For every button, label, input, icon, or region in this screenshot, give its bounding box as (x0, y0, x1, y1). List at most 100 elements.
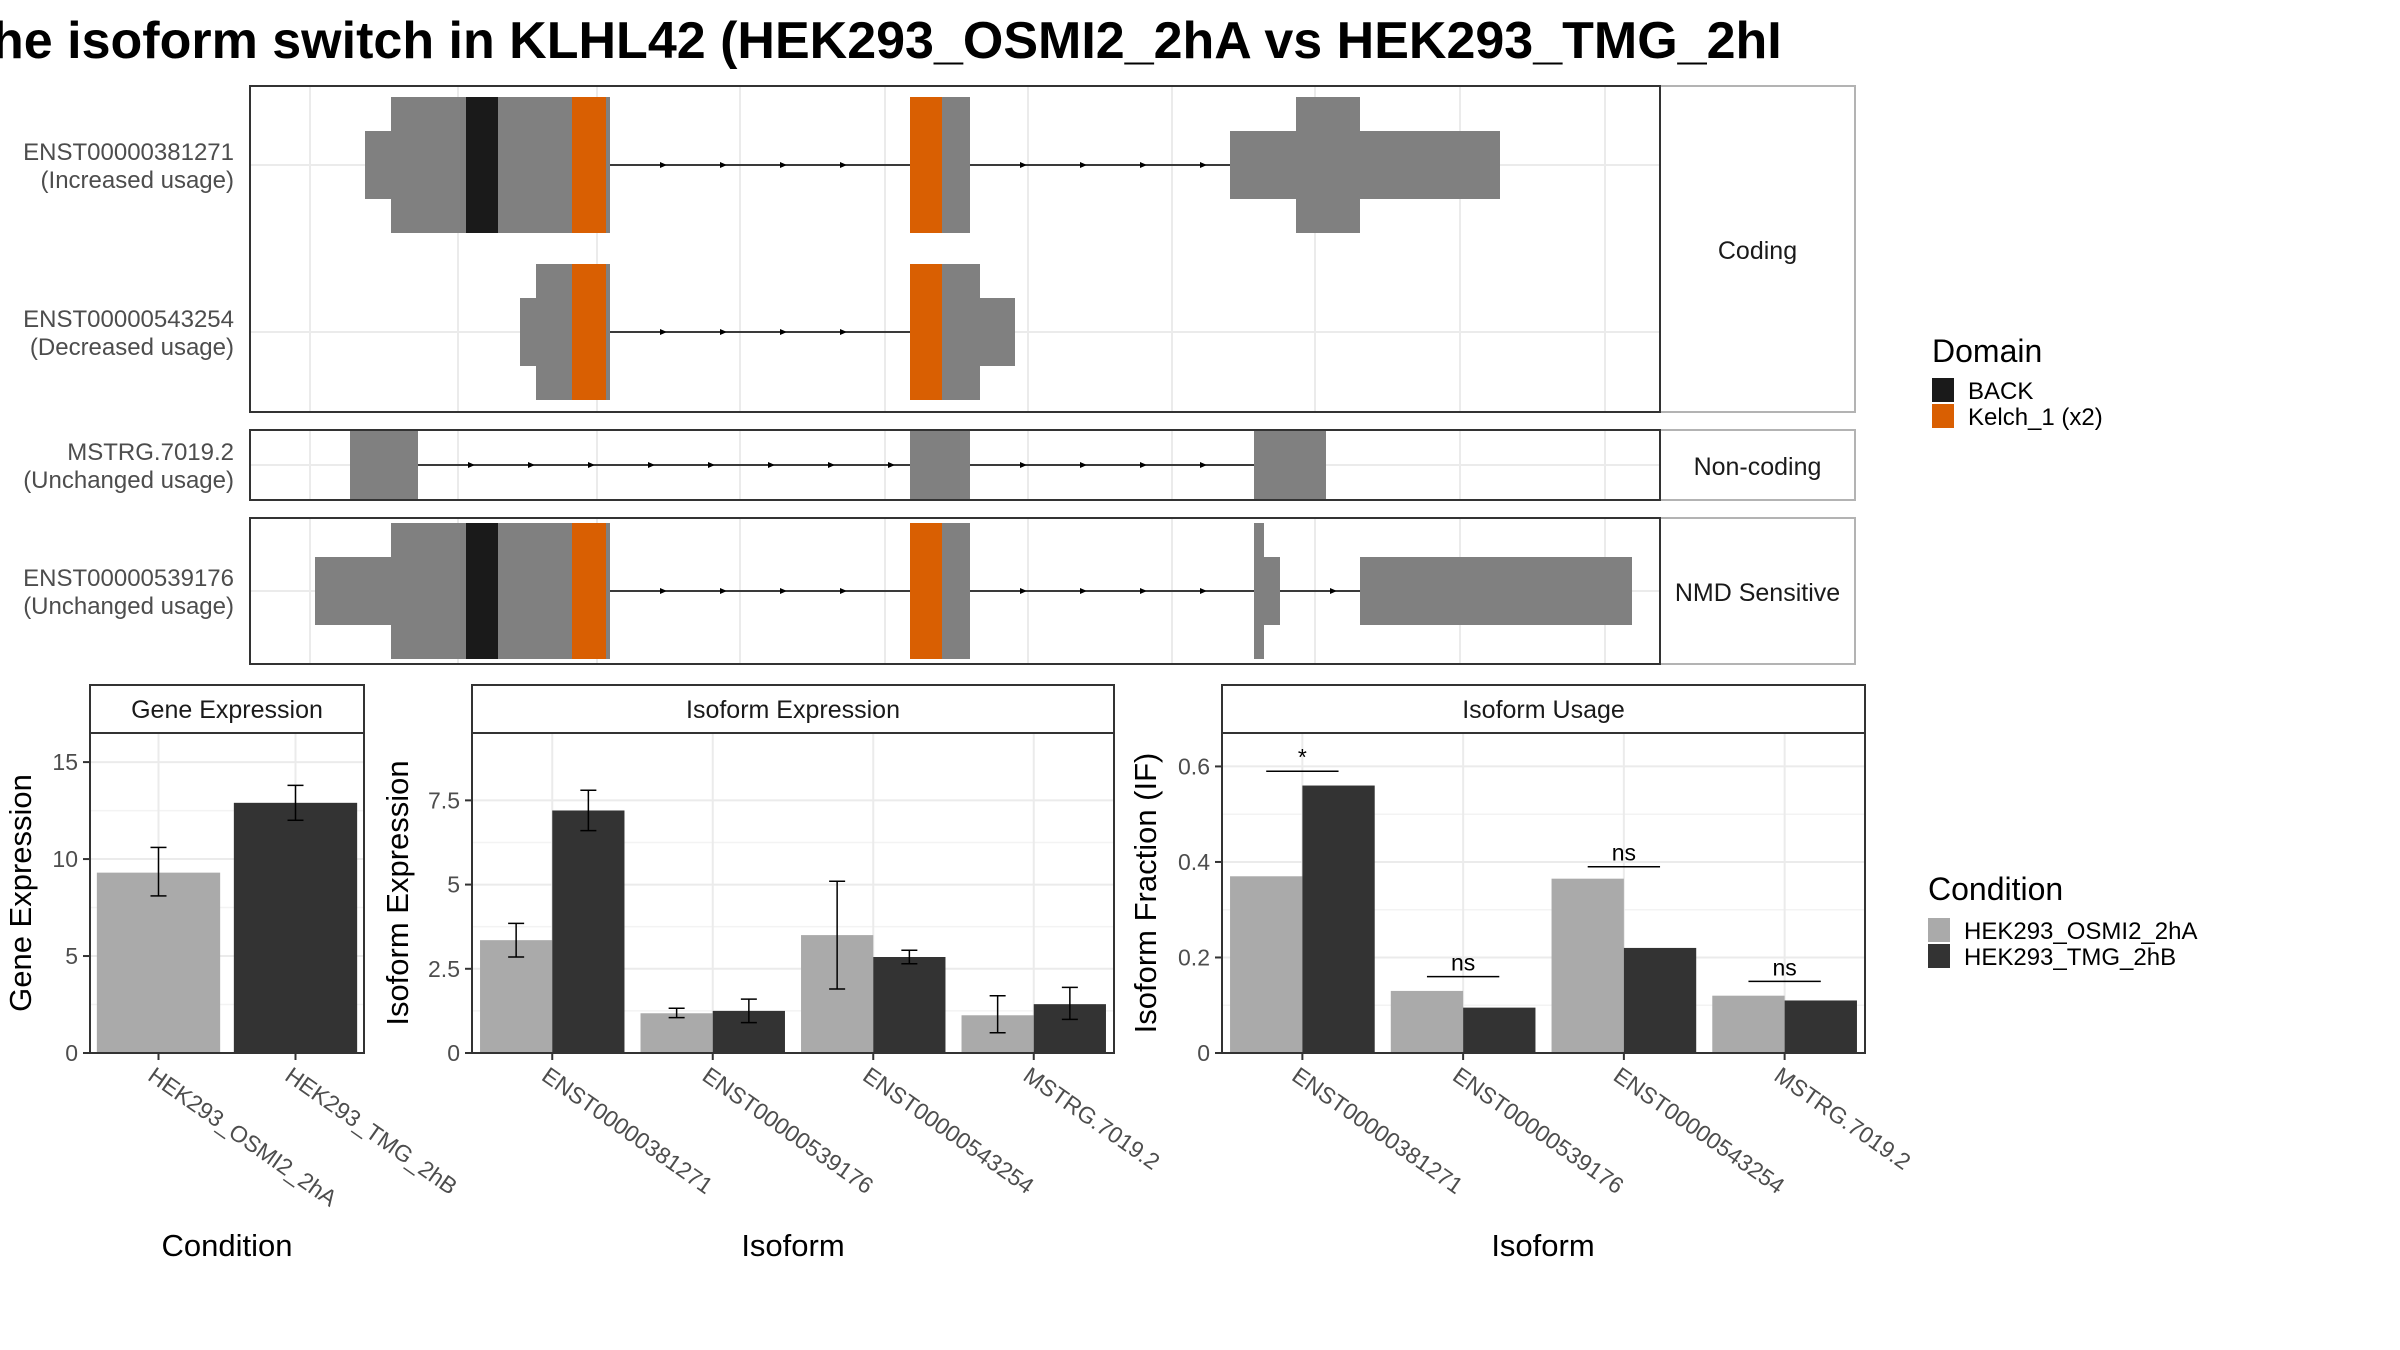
intron-arrow (1080, 462, 1087, 468)
transcript-usage: (Increased usage) (41, 167, 234, 194)
intron-arrow (1140, 462, 1147, 468)
intron-arrow (780, 162, 787, 168)
intron-arrow (1200, 588, 1207, 594)
facet-strip-label: Non-coding (1694, 453, 1822, 481)
y-tick-label: 7.5 (428, 787, 460, 813)
chart-strip-label: Isoform Expression (686, 696, 900, 724)
condition-legend-title: Condition (1928, 871, 2063, 907)
intron-arrow (708, 462, 715, 468)
structure-panel-border (249, 429, 1661, 501)
intron-arrow (528, 462, 535, 468)
significance-label: ns (1451, 950, 1475, 976)
chart-strip-label: Gene Expression (131, 696, 323, 724)
y-tick-label: 2.5 (428, 956, 460, 982)
facet-strip-label: Coding (1718, 237, 1797, 265)
intron-arrow (468, 462, 475, 468)
y-tick-label: 0 (1197, 1040, 1210, 1066)
intron-arrow (768, 462, 775, 468)
chart-plot-border (1221, 732, 1866, 1054)
transcript-usage: (Decreased usage) (30, 334, 234, 361)
y-tick-label: 15 (52, 749, 78, 775)
x-tick-label: ENST00000543254 (858, 1062, 1039, 1199)
domain-legend-label: BACK (1968, 378, 2033, 405)
domain-legend-title: Domain (1932, 333, 2042, 369)
facet-strip (1659, 517, 1856, 665)
bar (873, 957, 946, 1053)
bar (480, 940, 553, 1053)
y-tick-label: 0.2 (1178, 944, 1210, 970)
isoform-expression-chart: Isoform Expression 0 2.5 5 7.5 ENST0000038127… (380, 684, 1165, 1263)
x-tick-label: ENST00000539176 (698, 1062, 878, 1199)
transcript-name: ENST00000543254 (23, 306, 234, 333)
intron-arrow (1200, 162, 1207, 168)
isoform-usage-chart: Isoform Usage 0 0.2 0.4 0.6 * ENST00000381271 n… (1128, 684, 1916, 1263)
bar (552, 810, 625, 1053)
intron-arrow (660, 329, 667, 335)
kelch-domain (572, 264, 606, 400)
y-tick-label: 0.6 (1178, 753, 1210, 779)
bar (1551, 878, 1624, 1053)
intron-arrow (1020, 162, 1027, 168)
intron-arrow (840, 162, 847, 168)
significance-label: ns (1772, 954, 1796, 980)
x-axis-title: Isoform (1491, 1228, 1594, 1263)
chart-plot-border (471, 732, 1115, 1054)
cds-block (1296, 97, 1360, 233)
y-tick-label: 10 (52, 846, 78, 872)
significance-label: * (1298, 744, 1307, 770)
bar (1463, 1007, 1536, 1053)
facet-strip (1659, 85, 1856, 413)
intron-arrow (840, 588, 847, 594)
y-axis-title: Isoform Fraction (IF) (1128, 753, 1163, 1034)
x-axis-title: Isoform (741, 1228, 844, 1263)
isoform-structure-panel: Coding Non-coding NMD Sensitive ENST0000038… (23, 85, 1856, 665)
utr-block (315, 557, 391, 625)
bar (1230, 876, 1303, 1053)
kelch-domain (572, 523, 606, 659)
intron-arrow (1080, 588, 1087, 594)
y-tick-label: 0 (65, 1040, 78, 1066)
kelch-domain (910, 523, 942, 659)
structure-panel-border (249, 85, 1661, 413)
domain-legend-key (1932, 378, 1954, 402)
intron-arrow (720, 162, 727, 168)
x-tick-label: MSTRG.7019.2 (1019, 1062, 1165, 1175)
x-tick-label: ENST00000539176 (1448, 1062, 1628, 1199)
bar (1712, 995, 1785, 1053)
x-axis-title: Condition (162, 1228, 293, 1263)
bar (1784, 1000, 1857, 1053)
intron-arrow (1020, 588, 1027, 594)
gene-expression-chart: Gene Expression051015HEK293_OSMI2_2hAHEK… (3, 684, 462, 1263)
y-tick-label: 0 (447, 1040, 460, 1066)
y-tick-label: 0.4 (1178, 849, 1210, 875)
intron-arrow (588, 462, 595, 468)
utr-block (1360, 557, 1632, 625)
bar (1302, 785, 1375, 1053)
chart-strip (89, 684, 365, 734)
y-tick-label: 5 (65, 943, 78, 969)
back-domain (466, 97, 498, 233)
bar (1623, 947, 1697, 1053)
kelch-domain (572, 97, 606, 233)
bar (233, 802, 358, 1053)
exon-block (1254, 431, 1326, 499)
x-tick-label: ENST00000543254 (1609, 1062, 1790, 1199)
kelch-domain (910, 97, 942, 233)
x-tick-label: ENST00000381271 (1288, 1062, 1468, 1199)
exon-block (350, 431, 418, 499)
bar (96, 872, 221, 1053)
intron-arrow (660, 588, 667, 594)
intron-arrow (660, 162, 667, 168)
intron-arrow (888, 462, 895, 468)
structure-panel-border (249, 517, 1661, 665)
bar (1390, 990, 1464, 1053)
back-domain (466, 523, 498, 659)
intron-arrow (720, 329, 727, 335)
cds-block (1254, 523, 1264, 659)
exon-block (910, 431, 970, 499)
intron-arrow (780, 329, 787, 335)
x-tick-label: MSTRG.7019.2 (1770, 1062, 1916, 1175)
transcript-name: MSTRG.7019.2 (67, 439, 234, 466)
